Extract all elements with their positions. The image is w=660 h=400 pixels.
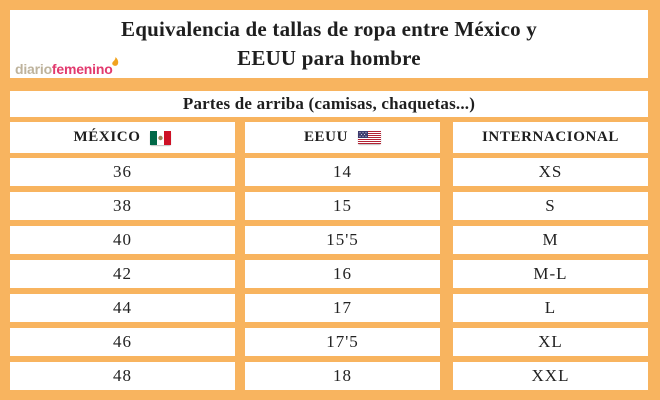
header-panel: Equivalencia de tallas de ropa entre Méx…: [10, 10, 648, 78]
section-header-label: Partes de arriba (camisas, chaquetas...): [182, 94, 476, 113]
mexico-flag-icon: [150, 130, 172, 145]
cell-internacional-row4: M-L: [453, 260, 648, 288]
column-header-eeuu: EEUU: [245, 122, 440, 153]
usa-flag-icon: [358, 131, 382, 144]
column-header-eeuu-label: EEUU: [303, 129, 349, 145]
cell-internacional-row5: L: [453, 294, 648, 322]
logo-text-diario: diario: [15, 61, 52, 77]
section-header-panel: Partes de arriba (camisas, chaquetas...): [10, 91, 648, 117]
column-header-internacional: INTERNACIONAL: [453, 122, 648, 153]
cell-eeuu-row6: 17'5: [245, 328, 440, 356]
cell-mexico-row5: 44: [10, 294, 235, 322]
page-title-line2: EEUU para hombre: [237, 46, 421, 70]
cell-internacional-row7: XXL: [453, 362, 648, 390]
page-title-line1: Equivalencia de tallas de ropa entre Méx…: [121, 17, 537, 41]
cell-mexico-row6: 46: [10, 328, 235, 356]
cell-internacional-row3: M: [453, 226, 648, 254]
column-header-internacional-label: INTERNACIONAL: [482, 129, 619, 145]
cell-eeuu-row5: 17: [245, 294, 440, 322]
cell-eeuu-row3: 15'5: [245, 226, 440, 254]
cell-internacional-row6: XL: [453, 328, 648, 356]
cell-mexico-row7: 48: [10, 362, 235, 390]
cell-eeuu-row4: 16: [245, 260, 440, 288]
cell-eeuu-row1: 14: [245, 158, 440, 186]
cell-internacional-row1: XS: [453, 158, 648, 186]
cell-eeuu-row7: 18: [245, 362, 440, 390]
cell-mexico-row1: 36: [10, 158, 235, 186]
cell-mexico-row3: 40: [10, 226, 235, 254]
diariofemenino-logo: diario femenino: [15, 57, 121, 77]
column-header-mexico: MÉXICO: [10, 122, 235, 153]
column-header-mexico-label: MÉXICO: [73, 129, 141, 145]
flame-icon: [111, 55, 119, 69]
cell-internacional-row2: S: [453, 192, 648, 220]
cell-mexico-row2: 38: [10, 192, 235, 220]
cell-eeuu-row2: 15: [245, 192, 440, 220]
page-title: Equivalencia de tallas de ropa entre Méx…: [10, 10, 648, 73]
cell-mexico-row4: 42: [10, 260, 235, 288]
logo-text-femenino: femenino: [51, 61, 113, 77]
